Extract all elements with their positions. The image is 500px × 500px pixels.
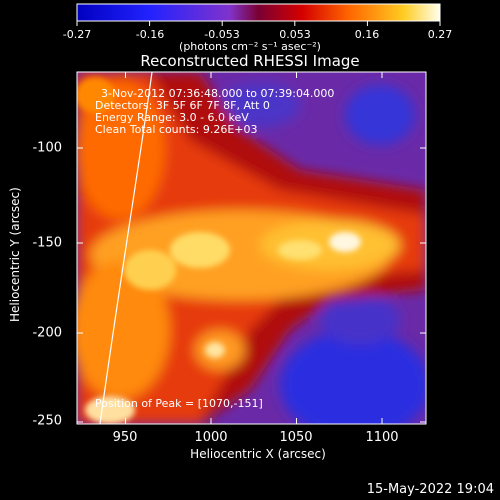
y-tick-label: -100 — [32, 140, 62, 156]
colorbar-ticks — [76, 21, 441, 26]
energy-annotation: Energy Range: 3.0 - 6.0 keV — [95, 111, 249, 124]
plot-title: Reconstructed RHESSI Image — [140, 52, 360, 70]
clean-annotation: Clean Total counts: 9.26E+03 — [95, 123, 258, 136]
time-range-annotation: 3-Nov-2012 07:36:48.000 to 07:39:04.000 — [101, 87, 335, 100]
solar-limb-line — [99, 72, 153, 424]
x-tick-label: 1000 — [194, 430, 228, 445]
colorbar-tick-label: 0.053 — [279, 28, 311, 41]
x-tick-label: 950 — [112, 430, 138, 445]
colorbar-tick-label: 0.27 — [427, 28, 453, 41]
x-axis-label: Heliocentric X (arcsec) — [190, 447, 326, 461]
y-tick-label: -150 — [32, 235, 62, 251]
x-tick-label: 1050 — [279, 430, 313, 445]
colorbar-tick-label: -0.053 — [204, 28, 240, 41]
x-tick-label: 1100 — [365, 430, 399, 445]
colorbar — [76, 3, 441, 22]
y-axis-label: Heliocentric Y (arcsec) — [8, 187, 22, 322]
y-tick-label: -200 — [32, 325, 62, 341]
colorbar-units: (photons cm⁻² s⁻¹ asec⁻²) — [179, 40, 321, 53]
colorbar-tick-label: 0.16 — [354, 28, 380, 41]
detectors-annotation: Detectors: 3F 5F 6F 7F 8F, Att 0 — [95, 99, 270, 112]
timestamp: 15-May-2022 19:04 — [366, 482, 494, 497]
colorbar-tick-label: -0.16 — [135, 28, 165, 41]
y-tick-label: -250 — [32, 413, 62, 429]
colorbar-tick-label: -0.27 — [62, 28, 92, 41]
x-axis-ticks — [125, 72, 383, 424]
plot-frame — [76, 71, 427, 425]
solar-image — [77, 72, 426, 424]
y-axis-ticks — [77, 147, 426, 423]
peak-annotation: Position of Peak = [1070,-151] — [95, 397, 263, 410]
